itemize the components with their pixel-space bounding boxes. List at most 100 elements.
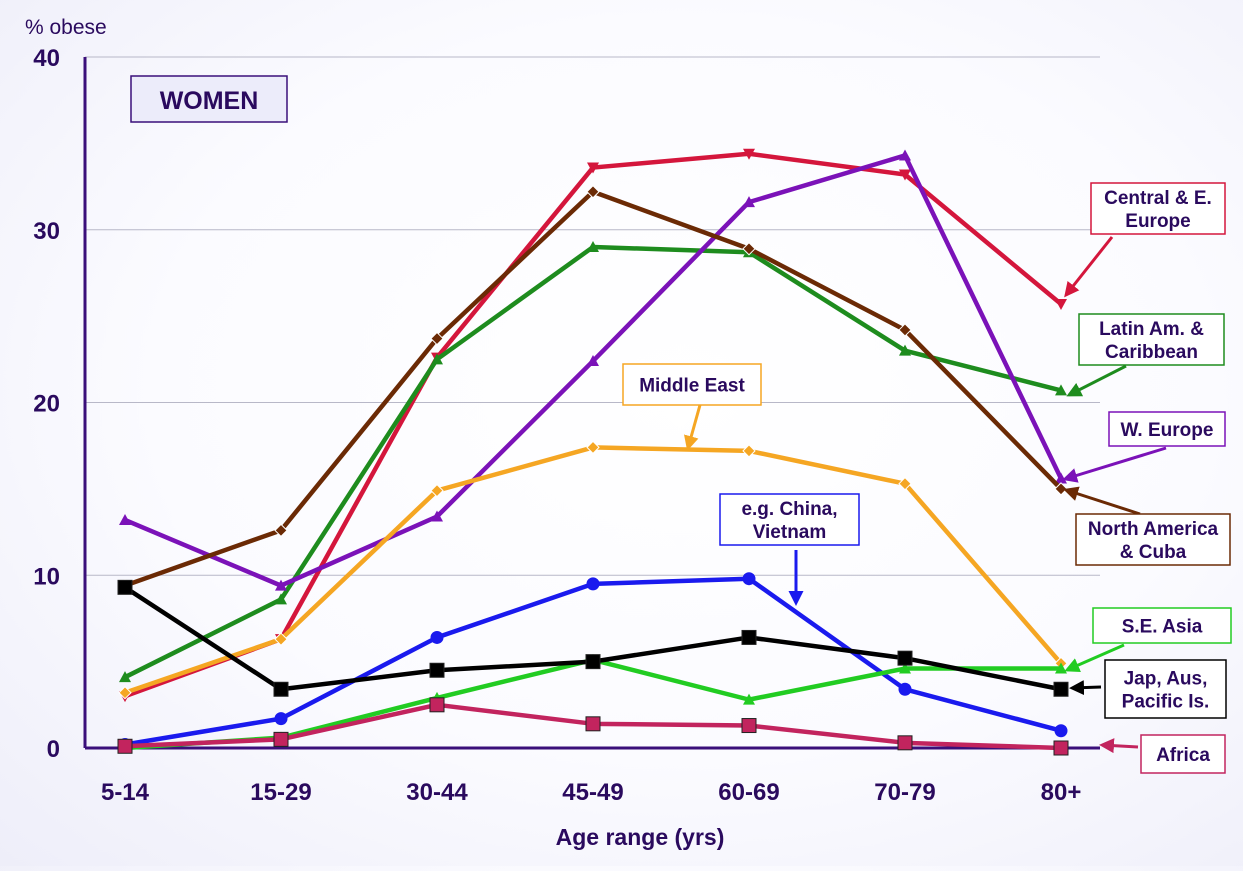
annotation-arrow [684, 404, 702, 451]
annotation-label: e.g. China, [741, 499, 837, 520]
data-point-triangle [431, 353, 443, 365]
annotation-arrow [1099, 738, 1139, 754]
x-tick-labels: 5-14 15-29 30-44 45-49 60-69 70-79 80+ [101, 779, 1081, 806]
y-tick-label: 10 [33, 563, 60, 590]
data-point-diamond [430, 483, 444, 498]
data-point-triangle [1055, 662, 1067, 674]
data-point-triangle [119, 671, 131, 683]
series-layer [117, 148, 1069, 756]
data-point-triangle [1055, 384, 1067, 396]
data-point-triangle [587, 241, 599, 253]
series-line [122, 151, 1064, 699]
y-tick-labels: 0 10 20 30 40 [33, 45, 60, 763]
data-point-triangle [1055, 299, 1067, 311]
panel-label-box: WOMEN [130, 75, 288, 123]
data-point-circle [1054, 724, 1068, 738]
annotation-8: Africa [1099, 734, 1226, 774]
annotation-box [1090, 182, 1226, 235]
x-tick-label: 60-69 [718, 779, 779, 806]
series-line [122, 244, 1064, 680]
x-tick-label: 15-29 [250, 779, 311, 806]
y-axis-title: % obese [25, 16, 107, 39]
x-tick-label: 5-14 [101, 779, 150, 806]
data-point-triangle [587, 355, 599, 367]
data-point-square [117, 738, 133, 754]
annotation-6: S.E. Asia [1064, 607, 1232, 673]
data-point-diamond [586, 185, 600, 199]
annotation-label: North America [1088, 519, 1219, 540]
series-line [122, 657, 1064, 751]
data-point-triangle [899, 344, 911, 356]
annotation-label: Latin Am. & [1099, 319, 1204, 340]
annotation-box [1104, 659, 1227, 719]
annotation-arrow [1064, 236, 1114, 298]
data-point-diamond [898, 476, 912, 491]
y-tick-label: 0 [47, 736, 60, 763]
annotation-label: Vietnam [753, 522, 827, 543]
x-tick-label: 45-49 [562, 779, 623, 806]
annotation-box [1092, 607, 1232, 644]
series-8 [117, 697, 1069, 756]
data-point-square [273, 681, 289, 697]
data-point-diamond [430, 331, 444, 346]
series-line [122, 153, 1064, 588]
annotation-box [1075, 513, 1231, 566]
annotation-label: S.E. Asia [1122, 617, 1203, 638]
data-point-square [117, 579, 133, 595]
data-point-circle [586, 577, 600, 591]
x-axis-title: Age range (yrs) [556, 824, 725, 850]
data-point-diamond [118, 686, 132, 700]
data-point-diamond [898, 323, 912, 337]
data-point-diamond [274, 523, 288, 538]
data-point-square [1053, 681, 1069, 697]
data-point-square [897, 735, 913, 751]
series-0 [119, 148, 1067, 703]
annotation-arrow [1069, 680, 1102, 696]
data-point-triangle [275, 579, 287, 591]
panel-label-rect [130, 75, 288, 123]
x-tick-label: 80+ [1041, 779, 1082, 806]
annotation-box [719, 493, 860, 546]
annotation-7: Jap, Aus,Pacific Is. [1069, 659, 1227, 719]
panel-label: WOMEN [160, 87, 259, 115]
data-point-triangle [743, 693, 755, 705]
data-point-square [585, 716, 601, 732]
data-point-circle [742, 572, 756, 586]
y-tick-label: 20 [33, 391, 60, 418]
data-point-circle [898, 682, 912, 696]
series-line [122, 585, 1064, 692]
annotation-label: Middle East [639, 376, 745, 397]
gridlines [85, 56, 1100, 576]
annotation-label: Pacific Is. [1122, 692, 1210, 713]
data-point-diamond [742, 242, 756, 256]
annotation-4: Middle East [622, 363, 762, 451]
series-7 [117, 579, 1069, 697]
data-point-triangle [899, 149, 911, 161]
x-tick-label: 30-44 [406, 779, 468, 806]
annotation-1: Latin Am. &Caribbean [1066, 313, 1225, 397]
data-point-triangle [275, 593, 287, 605]
annotation-arrow [1063, 486, 1141, 516]
annotation-arrow [1062, 446, 1167, 483]
data-point-diamond [742, 444, 756, 458]
y-tick-label: 30 [33, 218, 60, 245]
annotation-2: W. Europe [1062, 411, 1226, 483]
annotation-label: Central & E. [1104, 188, 1212, 209]
annotation-3: North America& Cuba [1063, 486, 1231, 566]
data-point-triangle [431, 510, 443, 522]
annotation-box [1108, 411, 1226, 447]
data-point-square [741, 629, 757, 645]
data-point-square [429, 697, 445, 713]
series-1 [119, 241, 1067, 683]
data-point-square [429, 662, 445, 678]
data-point-diamond [586, 440, 600, 455]
annotation-label: Africa [1156, 745, 1210, 766]
annotation-box [1078, 313, 1225, 366]
data-point-triangle [743, 196, 755, 208]
data-point-triangle [899, 662, 911, 674]
data-point-circle [274, 712, 288, 726]
annotation-box [1140, 734, 1226, 774]
annotation-label: & Cuba [1120, 542, 1187, 563]
